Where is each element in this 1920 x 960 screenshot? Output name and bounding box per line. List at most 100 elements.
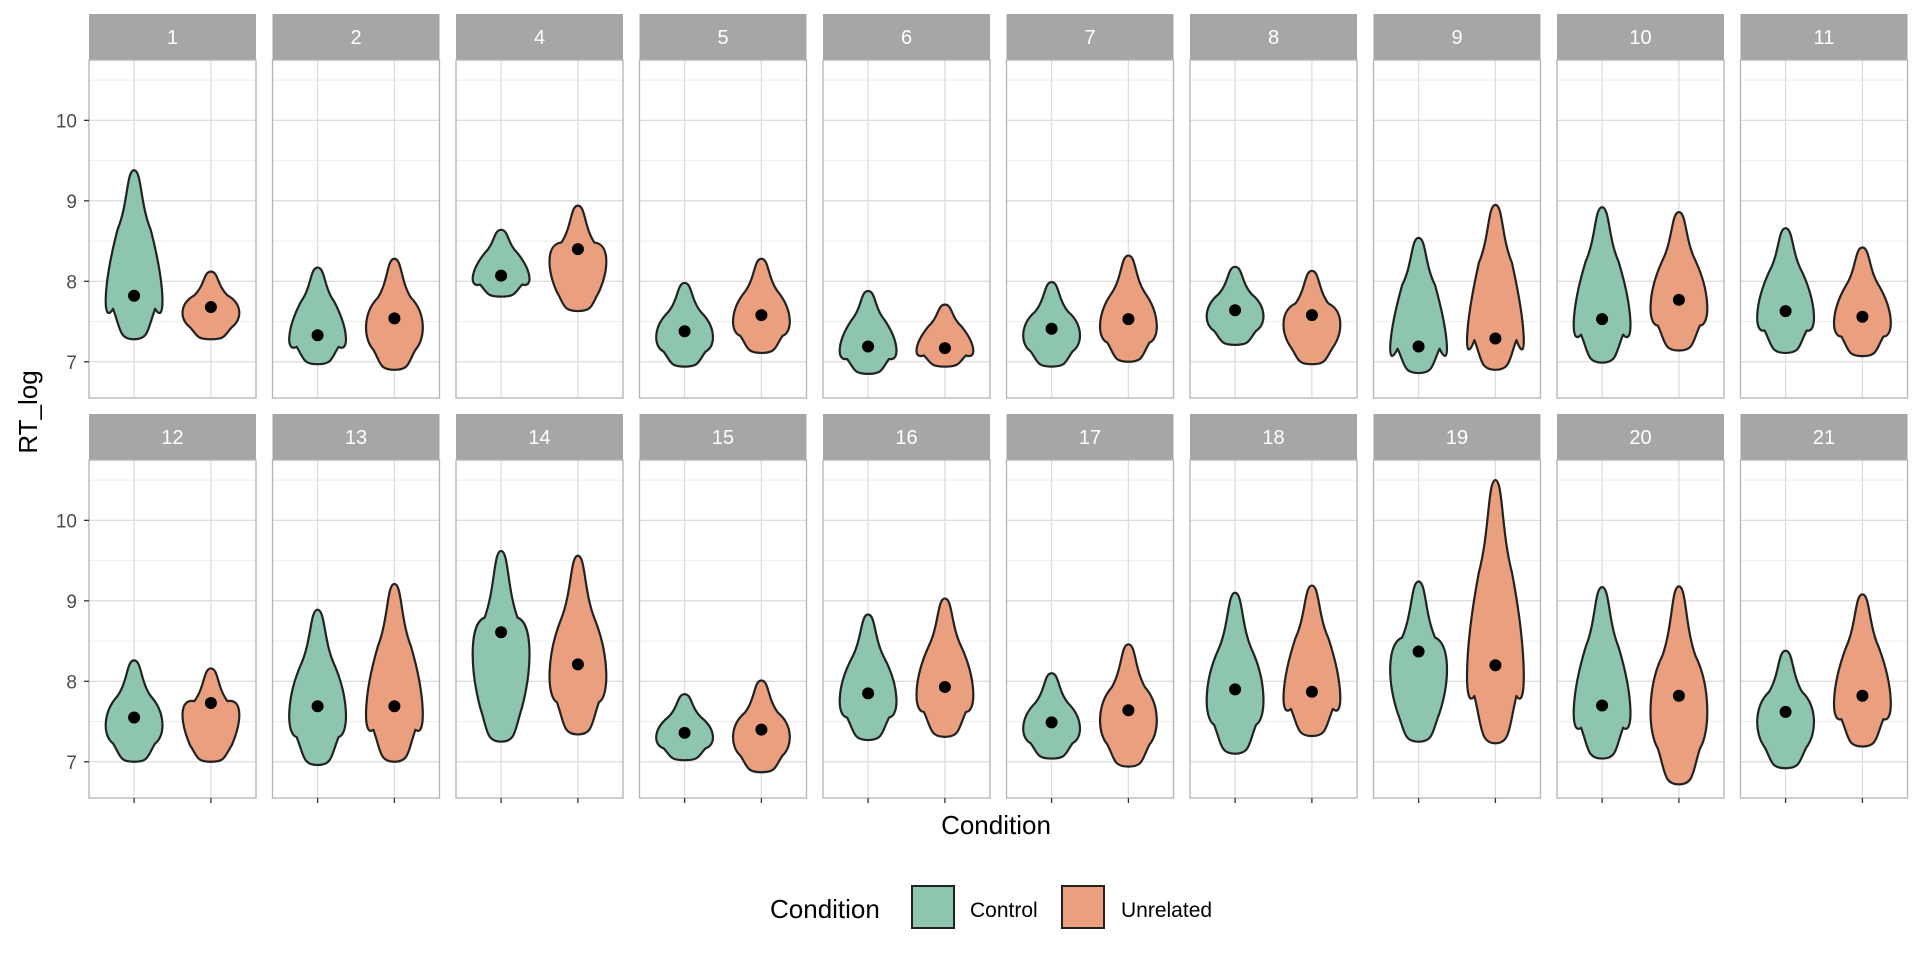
facet-strip-label: 21 xyxy=(1813,427,1835,449)
facet-strip xyxy=(1006,414,1174,460)
violin-unrelated xyxy=(548,204,608,313)
facet-strip-label: 12 xyxy=(161,427,183,449)
facet-strip-label: 9 xyxy=(1451,27,1462,49)
violin-control xyxy=(1572,206,1632,364)
median-point-unrelated xyxy=(755,723,768,736)
panel-border xyxy=(638,59,808,399)
facet-strip-label: 15 xyxy=(712,427,734,449)
facet-panel-1: 1 7 8 9 10 xyxy=(56,14,257,399)
panel-border xyxy=(88,59,257,399)
violin-control xyxy=(104,169,164,341)
facet-strip-label: 5 xyxy=(717,27,728,49)
panel-border xyxy=(1005,459,1175,799)
median-point-control xyxy=(1412,645,1425,658)
median-point-control xyxy=(1229,304,1242,317)
panel-border xyxy=(1556,59,1725,399)
panel-border xyxy=(1189,459,1358,799)
facet-strip xyxy=(1373,14,1541,60)
facet-strip xyxy=(1006,14,1174,60)
facet-panel-20: 20 xyxy=(1556,414,1725,803)
facet-strip xyxy=(639,14,807,60)
plot-background xyxy=(1190,460,1357,798)
panel-border xyxy=(455,59,624,399)
violin-control xyxy=(838,289,898,375)
violin-unrelated xyxy=(731,257,791,355)
median-point-unrelated xyxy=(1672,689,1685,702)
median-point-control xyxy=(128,289,141,302)
plot-background xyxy=(89,60,256,398)
median-point-control xyxy=(1779,305,1792,318)
median-point-control xyxy=(128,711,141,724)
panel-border xyxy=(1372,59,1542,399)
panel-border xyxy=(455,459,624,799)
median-point-unrelated xyxy=(938,342,951,355)
panel-border xyxy=(638,459,808,799)
median-point-control xyxy=(1045,322,1058,335)
violin-unrelated xyxy=(1649,211,1709,352)
legend: Condition Control Unrelated xyxy=(770,885,1212,929)
y-axis-title: RT_log xyxy=(13,370,43,453)
x-axis-title: Condition xyxy=(941,810,1051,840)
facet-strip-label: 2 xyxy=(350,27,361,49)
facet-panel-18: 18 xyxy=(1189,414,1358,803)
y-tick-label: 9 xyxy=(66,192,77,213)
facet-strip-label: 11 xyxy=(1814,27,1835,49)
facet-panel-14: 14 xyxy=(455,414,624,803)
median-point-unrelated xyxy=(204,301,217,314)
median-point-unrelated xyxy=(1305,309,1318,322)
facet-strip xyxy=(639,414,807,460)
median-point-unrelated xyxy=(1122,313,1135,326)
facet-panel-2: 2 xyxy=(271,14,441,399)
violin-control xyxy=(1205,591,1265,755)
panel-border xyxy=(1556,459,1725,799)
y-tick-label: 7 xyxy=(66,753,77,774)
violin-control xyxy=(471,549,531,743)
facet-panel-4: 4 xyxy=(455,14,624,399)
panel-border xyxy=(1372,459,1542,799)
violin-unrelated xyxy=(1098,254,1158,363)
violin-control xyxy=(655,281,715,368)
facet-panel-11: 11 xyxy=(1739,14,1909,399)
facet-panel-5: 5 xyxy=(638,14,808,399)
panel-border xyxy=(1739,459,1909,799)
plot-background xyxy=(456,60,623,398)
violin-unrelated xyxy=(1465,479,1525,745)
panel-border xyxy=(1005,59,1175,399)
legend-title: Condition xyxy=(770,894,880,924)
median-point-unrelated xyxy=(571,243,584,256)
facet-panel-9: 9 xyxy=(1372,14,1542,399)
facet-panel-6: 6 xyxy=(822,14,991,399)
violin-control xyxy=(288,608,348,767)
panel-border xyxy=(88,459,257,799)
median-point-control xyxy=(1045,716,1058,729)
median-point-control xyxy=(311,329,324,342)
facet-strip-label: 19 xyxy=(1446,427,1468,449)
violin-control xyxy=(1572,586,1632,760)
facet-strip-label: 6 xyxy=(901,27,912,49)
median-point-control xyxy=(495,626,508,639)
median-point-unrelated xyxy=(204,697,217,710)
median-point-control xyxy=(678,726,691,739)
violin-control xyxy=(1389,236,1449,375)
median-point-control xyxy=(1596,699,1609,712)
violin-control xyxy=(1756,227,1816,355)
median-point-unrelated xyxy=(938,680,951,693)
median-point-unrelated xyxy=(571,658,584,671)
median-point-unrelated xyxy=(1122,704,1135,717)
panel-border xyxy=(271,459,441,799)
facet-strip xyxy=(1190,14,1357,60)
facet-strip xyxy=(1740,414,1908,460)
y-tick-label: 9 xyxy=(66,592,77,613)
violin-control xyxy=(1389,580,1449,743)
facet-strip-label: 17 xyxy=(1079,427,1101,449)
facet-panel-19: 19 xyxy=(1372,414,1542,803)
facet-strip-label: 18 xyxy=(1262,427,1284,449)
y-tick-label: 10 xyxy=(56,511,77,532)
violin-control xyxy=(104,659,164,763)
violin-control xyxy=(1022,672,1082,760)
median-point-control xyxy=(1229,683,1242,696)
plot-background xyxy=(823,460,990,798)
facet-panel-21: 21 xyxy=(1739,414,1909,803)
